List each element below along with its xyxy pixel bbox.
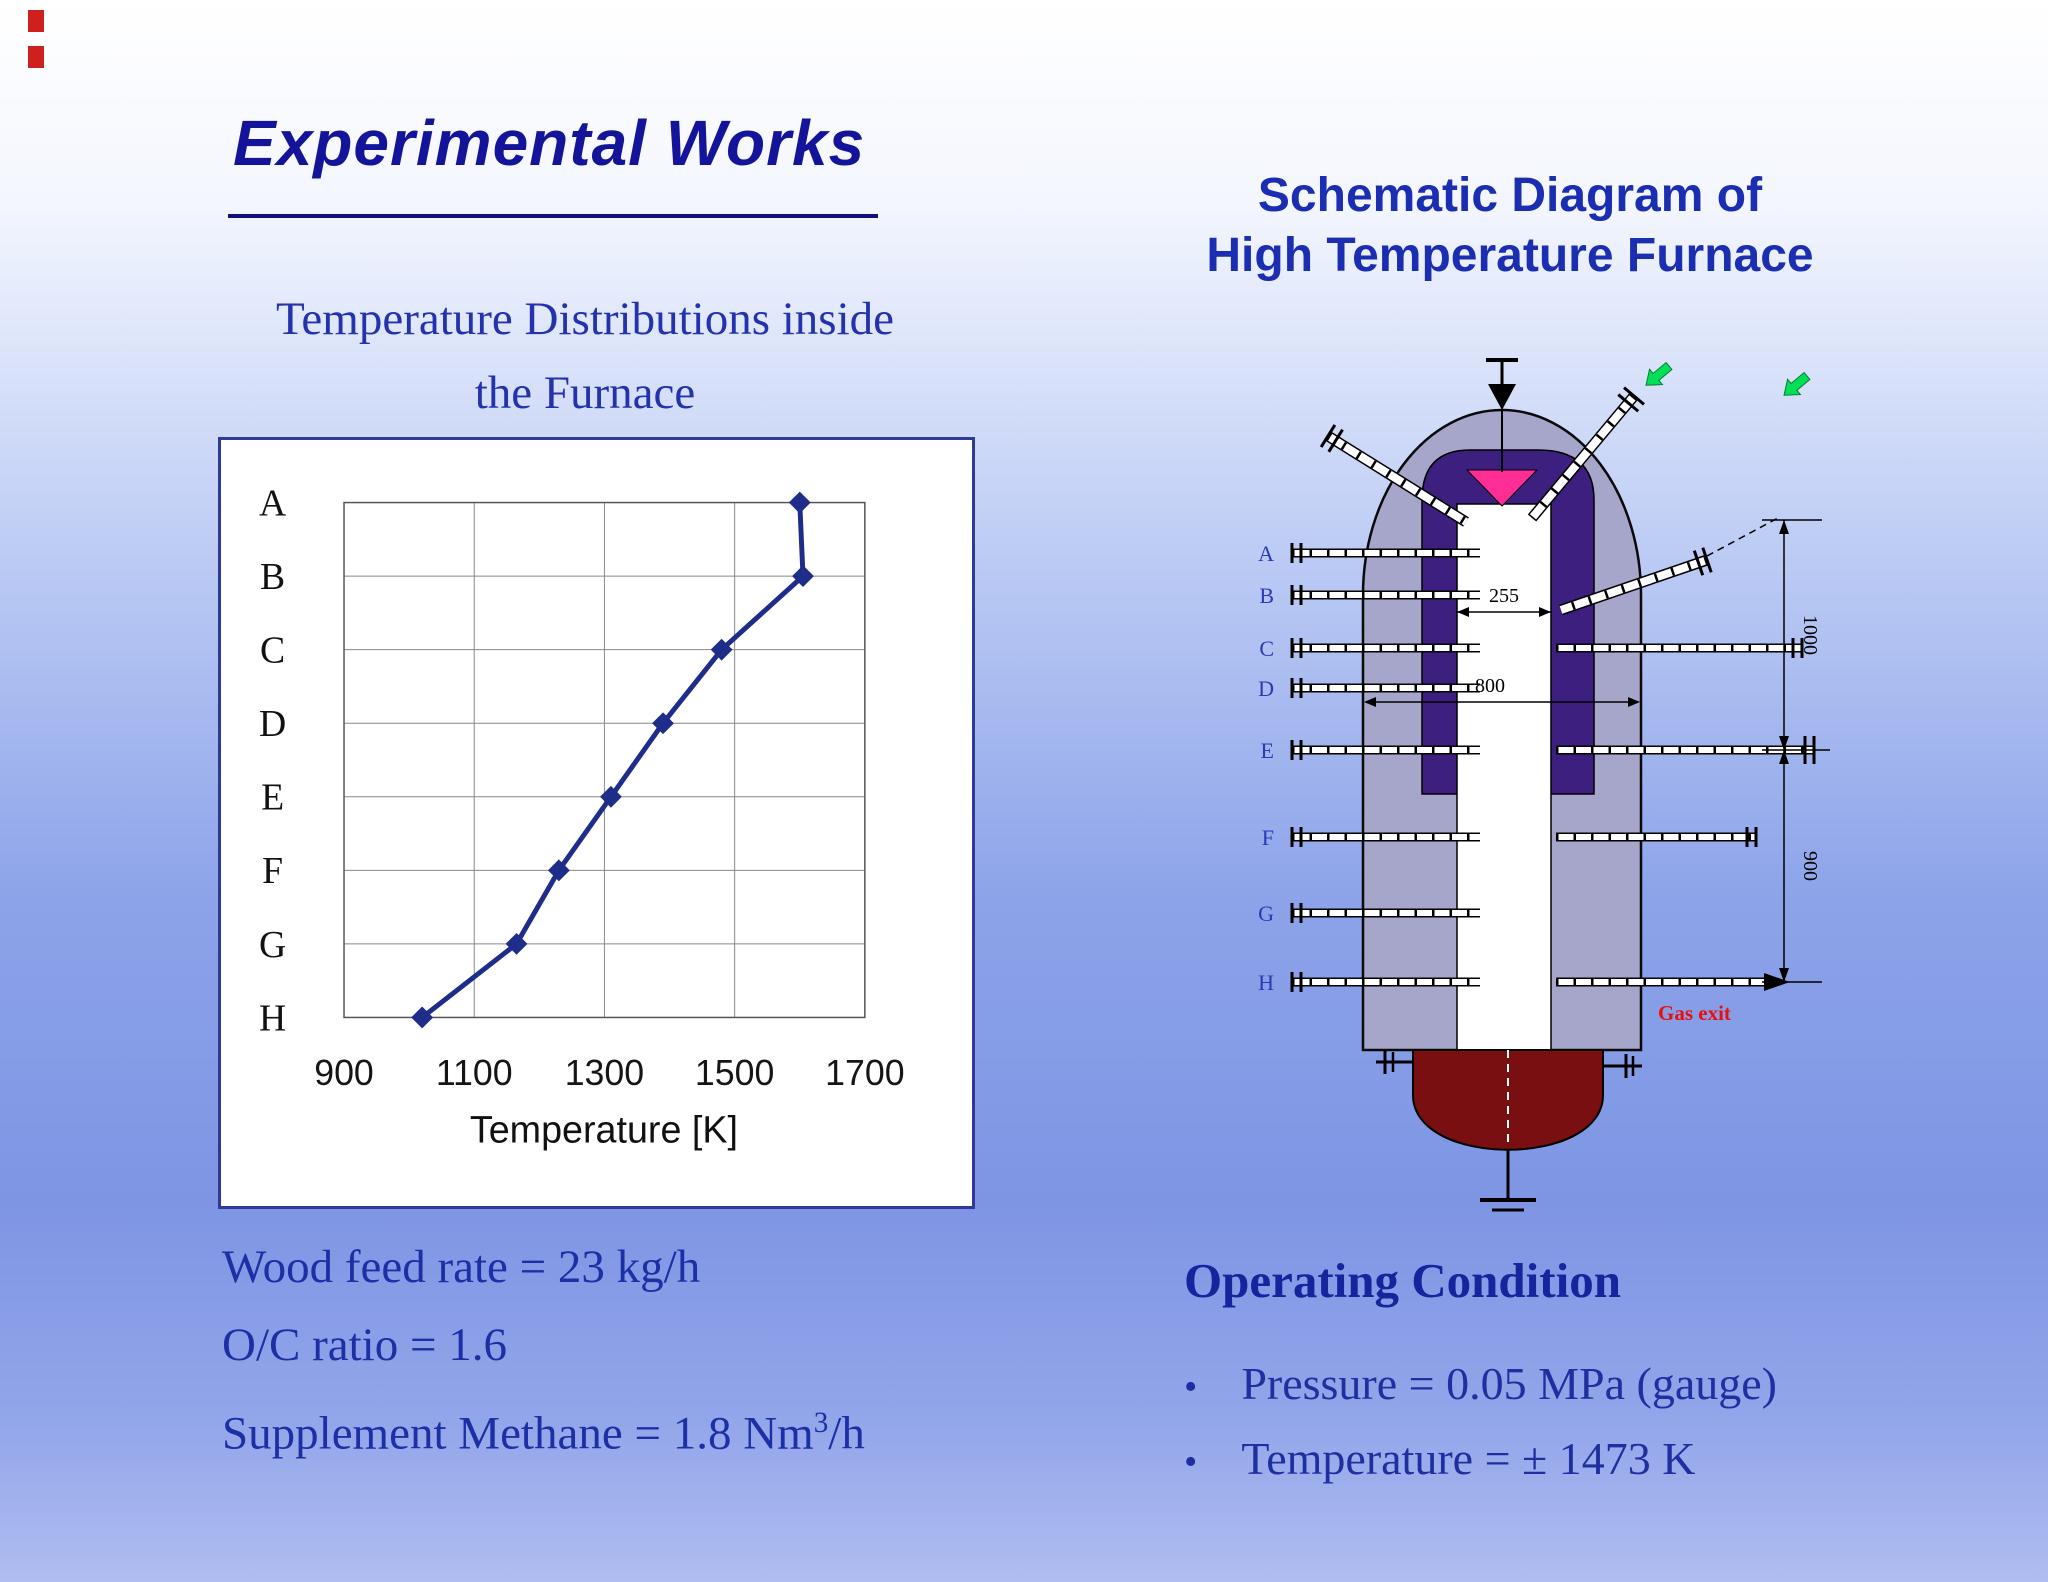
dimension-inner-width: 255 [1457,585,1551,617]
data-point-marker [792,565,814,588]
page-title: Experimental Works [233,107,866,179]
wood-feed-rate: Wood feed rate = 23 kg/h [222,1241,701,1293]
furnace-row-label: G [1258,901,1274,926]
data-point-marker [710,638,733,661]
supplement-methane: Supplement Methane = 1.8 Nm3/h [222,1407,865,1460]
furnace-row-label: H [1258,970,1274,995]
pressure-value: Pressure = 0.05 MPa (gauge) [1241,1358,1777,1409]
list-item: • Pressure = 0.05 MPa (gauge) [1184,1357,1777,1410]
feed-arrow-icon [1783,371,1811,396]
dim-255-label: 255 [1489,585,1519,607]
probe-flange [1623,386,1645,406]
dim-800-label: 800 [1475,675,1505,697]
schematic-heading-line2: High Temperature Furnace [1206,229,1814,282]
data-point-marker [652,712,674,735]
x-tick-label: 1300 [565,1053,644,1093]
furnace-row-label: A [1258,541,1274,566]
list-item: • Temperature = ± 1473 K [1184,1432,1777,1485]
experiment-parameters: Wood feed rate = 23 kg/h O/C ratio = 1.6… [222,1228,865,1473]
x-tick-label: 1500 [695,1053,774,1093]
probe-flange [1319,424,1337,448]
x-tick-label: 1700 [825,1053,904,1093]
y-category-label: F [262,850,283,892]
y-category-label: D [259,703,286,745]
dimension-heights: 1000 900 [1762,519,1830,983]
schematic-heading-line1: Schematic Diagram of [1257,169,1763,222]
feed-arrow-icon [1645,361,1673,386]
chart-subtitle-line2: the Furnace [474,367,696,419]
screen-edge-mark [28,10,44,32]
data-point-marker [547,859,570,882]
gas-exit-label: Gas exit [1658,1001,1731,1025]
data-point-marker [411,1006,434,1029]
y-category-label: B [260,556,285,598]
y-category-label: G [259,924,286,966]
operating-condition-heading: Operating Condition [1184,1253,1621,1308]
oc-ratio: O/C ratio = 1.6 [222,1319,507,1371]
bullet-icon: • [1184,1441,1198,1483]
bottom-chamber [1376,1049,1642,1212]
y-category-label: C [260,630,285,672]
data-point-marker [600,785,622,808]
dim-1000-label: 1000 [1799,615,1821,655]
data-point-marker [505,932,528,955]
furnace-schematic: AB CD E F G H 255 800 1000 900 [1258,358,1830,1212]
schematic-heading: Schematic Diagram of High Temperature Fu… [1160,166,1860,286]
furnace-row-label: E [1261,738,1274,763]
probe-flange [1692,550,1705,576]
temperature-series-line [420,502,806,1020]
screen-edge-mark [28,46,44,68]
operating-condition: Operating Condition • Pressure = 0.05 MP… [1184,1252,1777,1485]
y-category-label: A [259,482,286,524]
x-tick-label: 1100 [436,1053,513,1093]
y-category-label: E [261,777,284,819]
furnace-row-label: D [1258,676,1274,701]
furnace-row-label: B [1259,583,1274,608]
chart-subtitle-line1: Temperature Distributions inside [275,293,895,345]
probe-flange [1617,393,1640,413]
x-tick-label: 900 [314,1053,374,1093]
plot-border [343,501,866,1019]
furnace-row-label: F [1262,825,1274,850]
reference-dashed-line [1706,517,1779,557]
data-point-marker [788,491,811,514]
y-category-label: H [259,997,286,1039]
chart-series [411,491,814,1029]
probe-flange [1701,547,1713,573]
x-axis-title: Temperature [K] [470,1108,738,1150]
furnace-row-labels: AB CD E F G H [1258,541,1274,995]
feed-nozzle [1486,358,1518,472]
furnace-row-label: C [1259,636,1274,661]
probe-flange [1327,428,1344,453]
burner-lances [1319,386,1713,616]
title-underline [228,214,878,218]
operating-condition-list: • Pressure = 0.05 MPa (gauge) • Temperat… [1184,1357,1777,1485]
chart-subtitle: Temperature Distributions inside the Fur… [205,282,965,430]
dim-900-label: 900 [1799,851,1821,881]
dimension-outer-width: 800 [1364,675,1640,707]
temperature-chart-panel: 900 1100 1300 1500 1700 A B C D E F G H Temperature … [218,437,975,1209]
bullet-icon: • [1184,1366,1198,1408]
temperature-value: Temperature = ± 1473 K [1241,1433,1696,1484]
